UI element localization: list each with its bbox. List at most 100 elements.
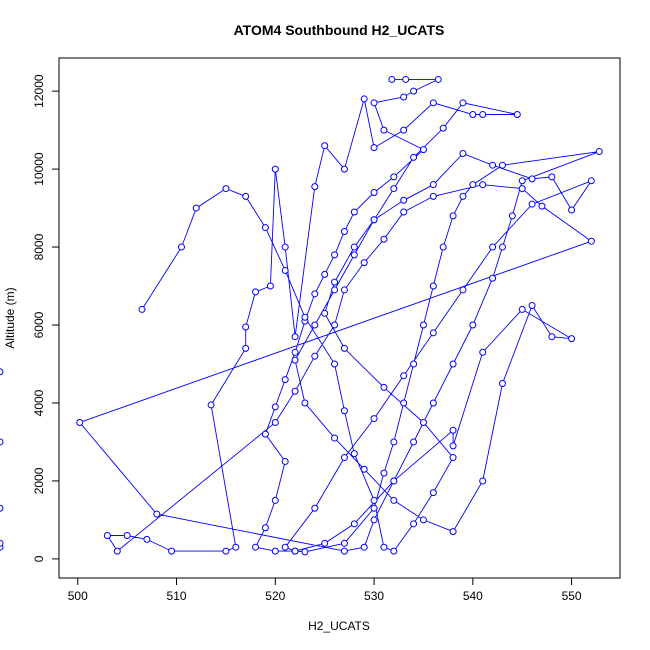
data-point — [400, 196, 408, 204]
data-point — [252, 288, 260, 296]
data-point — [469, 181, 477, 189]
data-point — [76, 418, 84, 426]
data-point — [402, 75, 410, 83]
data-point — [429, 329, 437, 337]
data-point — [350, 520, 358, 528]
data-point — [410, 153, 418, 161]
data-point — [489, 161, 497, 169]
data-point — [459, 192, 467, 200]
data-point — [390, 185, 398, 193]
data-point — [419, 321, 427, 329]
data-point — [479, 181, 487, 189]
data-point — [168, 547, 176, 555]
data-point — [370, 188, 378, 196]
y-axis-label: Altitude (m) — [3, 287, 17, 348]
data-point — [469, 321, 477, 329]
x-tick-label: 540 — [463, 589, 483, 603]
data-point — [301, 313, 309, 321]
data-point — [479, 348, 487, 356]
data-point — [331, 360, 339, 368]
data-point — [360, 259, 368, 267]
data-point — [291, 387, 299, 395]
data-point — [331, 434, 339, 442]
data-point — [400, 93, 408, 101]
data-point — [360, 465, 368, 473]
data-point — [528, 200, 536, 208]
data-point — [449, 528, 457, 536]
data-point — [410, 520, 418, 528]
data-point — [311, 321, 319, 329]
y-tick-label: 2000 — [32, 467, 46, 494]
data-point — [439, 243, 447, 251]
x-axis-label: H2_UCATS — [308, 619, 370, 633]
y-tick-label: 8000 — [32, 233, 46, 260]
data-point — [331, 286, 339, 294]
data-point — [321, 539, 329, 547]
data-point — [419, 516, 427, 524]
x-tick-label: 530 — [364, 589, 384, 603]
data-point — [390, 173, 398, 181]
data-point — [380, 543, 388, 551]
x-tick-label: 500 — [68, 589, 88, 603]
data-point — [113, 547, 121, 555]
data-point — [261, 524, 269, 532]
y-tick-label: 4000 — [32, 389, 46, 416]
data-point — [281, 457, 289, 465]
data-point — [513, 111, 521, 119]
data-point — [429, 99, 437, 107]
data-point — [459, 150, 467, 158]
data-point — [595, 148, 603, 156]
data-point — [498, 161, 506, 169]
data-point — [380, 126, 388, 134]
data-point — [271, 547, 279, 555]
data-point — [261, 430, 269, 438]
data-point — [138, 305, 146, 313]
data-point — [489, 243, 497, 251]
y-tick-label: 6000 — [32, 311, 46, 338]
data-point — [331, 321, 339, 329]
data-point — [340, 547, 348, 555]
data-point — [390, 477, 398, 485]
data-point — [242, 192, 250, 200]
data-point — [301, 399, 309, 407]
data-point — [331, 278, 339, 286]
data-point — [568, 335, 576, 343]
data-point — [261, 224, 269, 232]
data-point — [0, 504, 4, 512]
data-point — [400, 372, 408, 380]
data-point — [360, 95, 368, 103]
data-point — [429, 399, 437, 407]
data-point — [350, 251, 358, 259]
data-point — [429, 192, 437, 200]
data-point — [331, 251, 339, 259]
data-point — [587, 237, 595, 245]
data-point — [380, 383, 388, 391]
x-tick-label: 510 — [167, 589, 187, 603]
data-point — [350, 450, 358, 458]
data-point — [370, 99, 378, 107]
data-point — [321, 270, 329, 278]
y-tick-label: 0 — [32, 555, 46, 562]
data-point — [469, 111, 477, 119]
data-point — [400, 208, 408, 216]
data-point — [390, 547, 398, 555]
data-point — [311, 504, 319, 512]
data-point — [242, 344, 250, 352]
data-point — [252, 543, 260, 551]
data-point — [321, 309, 329, 317]
data-point — [449, 454, 457, 462]
data-point — [449, 360, 457, 368]
data-point — [340, 165, 348, 173]
data-point — [222, 185, 230, 193]
data-point — [291, 547, 299, 555]
data-point — [410, 87, 418, 95]
data-point — [489, 274, 497, 282]
data-point — [311, 352, 319, 360]
data-point — [232, 543, 240, 551]
data-point — [508, 212, 516, 220]
data-point — [479, 477, 487, 485]
data-point — [143, 535, 151, 543]
data-point — [390, 496, 398, 504]
data-point — [222, 547, 230, 555]
